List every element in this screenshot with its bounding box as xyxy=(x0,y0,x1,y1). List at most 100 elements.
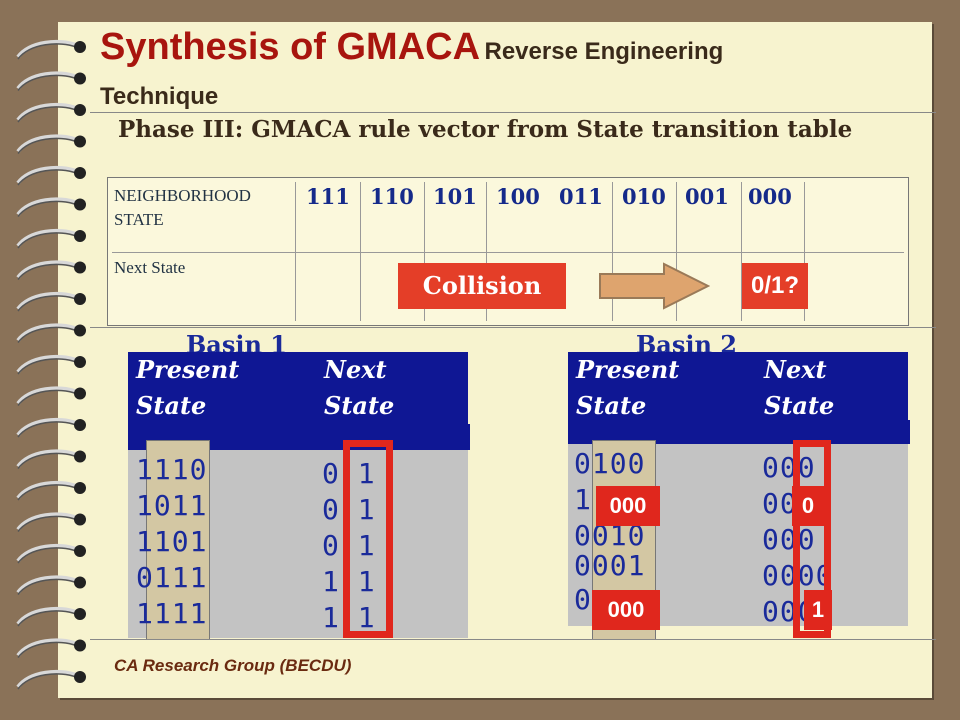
neighborhood-cell: 110 xyxy=(370,184,414,209)
title-sub-line2: Technique xyxy=(100,83,219,110)
basin1-header: Present State Next State xyxy=(128,352,468,424)
divider xyxy=(90,112,936,113)
binding-ring xyxy=(16,102,77,122)
binding-hole xyxy=(74,167,86,179)
binding-ring-shadow xyxy=(17,295,77,312)
binding-ring-shadow xyxy=(17,547,77,564)
binding-ring-shadow xyxy=(17,43,77,60)
present-state: 1011 xyxy=(136,489,208,522)
binding-hole xyxy=(74,576,86,589)
binding-ring xyxy=(16,354,77,374)
binding-ring xyxy=(16,480,77,500)
binding-hole xyxy=(74,198,86,211)
collision-bit-tag: 1 xyxy=(804,590,832,630)
divider xyxy=(90,327,936,328)
binding-ring-shadow xyxy=(17,200,77,217)
present-state: 1101 xyxy=(136,525,208,558)
neighborhood-cell: 001 xyxy=(685,184,729,209)
binding-hole xyxy=(74,482,86,494)
next-state: 1 1 xyxy=(322,601,376,634)
binding-ring xyxy=(16,386,77,405)
binding-ring-shadow xyxy=(17,263,77,280)
binding-hole xyxy=(74,608,86,620)
binding-hole xyxy=(74,261,86,274)
neighborhood-label: NEIGHBORHOOD xyxy=(114,186,251,205)
binding-ring xyxy=(16,71,77,90)
divider xyxy=(90,639,936,640)
binding-ring xyxy=(16,291,77,311)
present-state: 1111 xyxy=(136,597,208,630)
present-state: 0100 xyxy=(574,447,646,480)
basin2-highlight-box xyxy=(793,440,831,638)
binding-ring xyxy=(16,165,77,185)
binding-ring xyxy=(16,512,77,531)
binding-hole xyxy=(74,72,86,85)
collision-bit-tag: 0 xyxy=(792,486,824,526)
binding-ring-shadow xyxy=(17,389,77,406)
binding-ring-shadow xyxy=(17,232,77,249)
binding-hole xyxy=(74,671,86,683)
next-header: Next xyxy=(324,355,387,384)
binding-hole xyxy=(74,419,86,431)
footer-credit: CA Research Group (BECDU) xyxy=(114,656,352,675)
binding-ring xyxy=(16,39,77,59)
next-header: State xyxy=(764,391,835,420)
binding-ring xyxy=(16,669,77,689)
binding-ring-shadow xyxy=(17,326,77,343)
binding-ring xyxy=(16,543,77,563)
binding-ring-shadow xyxy=(17,641,77,658)
next-header: Next xyxy=(764,355,827,384)
binding-hole xyxy=(74,639,86,652)
present-state: 0001 xyxy=(574,549,646,582)
col-divider xyxy=(612,182,613,321)
col-divider xyxy=(486,182,487,321)
binding-ring-shadow xyxy=(17,358,77,375)
next-state: 0 1 xyxy=(322,529,376,562)
next-header: State xyxy=(324,391,395,420)
binding-ring-shadow xyxy=(17,673,77,690)
binding-ring-shadow xyxy=(17,169,77,186)
spiral-binding xyxy=(16,39,86,690)
slide-title: Synthesis of GMACA Reverse Engineering xyxy=(100,28,920,66)
title-sub: Reverse Engineering xyxy=(484,38,724,65)
binding-ring-shadow xyxy=(17,515,77,532)
state-label: STATE xyxy=(114,210,164,229)
collision-tag: 000 xyxy=(592,590,660,630)
binding-ring xyxy=(16,323,77,342)
present-highlight xyxy=(146,440,210,640)
col-divider xyxy=(295,182,296,321)
right-arrow-icon xyxy=(599,262,710,310)
binding-ring xyxy=(16,638,77,657)
binding-hole xyxy=(74,356,86,368)
binding-hole xyxy=(74,545,86,557)
neighborhood-cell: 100 xyxy=(496,184,540,209)
binding-ring-shadow xyxy=(17,484,77,501)
collision-tag: 000 xyxy=(596,486,660,526)
next-state: 1 1 xyxy=(322,565,376,598)
present-header: Present xyxy=(576,355,680,384)
next-state-label: Next State xyxy=(114,258,186,277)
binding-ring xyxy=(16,134,77,153)
col-divider xyxy=(424,182,425,321)
title-main: Synthesis of GMACA xyxy=(100,26,481,68)
binding-ring-shadow xyxy=(17,452,77,469)
neighborhood-cell: 011 xyxy=(559,184,603,209)
binding-ring-shadow xyxy=(17,578,77,595)
binding-hole xyxy=(74,104,86,116)
col-divider xyxy=(360,182,361,321)
binding-hole xyxy=(74,293,86,305)
present-state: 0111 xyxy=(136,561,208,594)
neighborhood-cell: 101 xyxy=(433,184,477,209)
present-state: 1110 xyxy=(136,453,208,486)
basin1-highlight-box xyxy=(343,440,393,638)
col-divider xyxy=(804,182,805,321)
binding-ring xyxy=(16,197,77,216)
next-state: 0 1 xyxy=(322,493,376,526)
binding-hole xyxy=(74,387,86,400)
binding-ring-shadow xyxy=(17,74,77,91)
present-state: 1 xyxy=(574,483,592,516)
present-header: Present xyxy=(136,355,240,384)
binding-ring-shadow xyxy=(17,421,77,438)
binding-hole xyxy=(74,513,86,526)
binding-ring xyxy=(16,417,77,437)
